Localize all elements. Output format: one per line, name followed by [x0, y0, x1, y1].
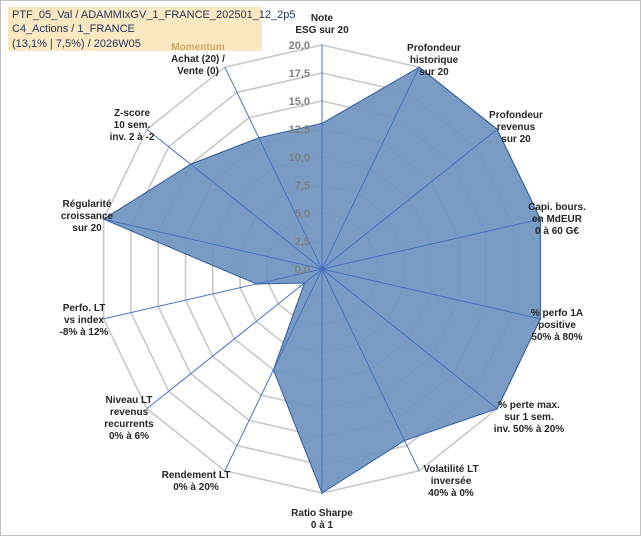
category-label-line: 0% à 20%: [173, 482, 219, 493]
category-label: Régularité croissance sur 20: [61, 199, 114, 234]
category-label-line: ESG sur 20: [295, 25, 349, 36]
category-label-line: 0 à 1: [311, 520, 334, 531]
axis-spoke: [321, 268, 420, 472]
category-label: Profondeur historique sur 20: [407, 43, 461, 78]
tick-label: 15,0: [289, 96, 310, 108]
category-label-line: revenus: [110, 407, 149, 418]
category-label: Capi. bours. en MdEUR 0 à 60 G€: [528, 202, 586, 237]
tick-label: 20,0: [289, 40, 310, 52]
category-label-line: Ratio Sharpe: [291, 508, 353, 519]
chart-header: [8, 7, 262, 51]
category-label-line: en MdEUR: [532, 214, 583, 225]
radar-tick-labels: 0,0 2,5 5,0 7,5 10,0 12,5 15,0 17,5 20,0: [289, 40, 310, 276]
category-label-line: Vente (0): [177, 66, 219, 77]
category-label-line: croissance: [61, 211, 114, 222]
tick-label: 7,5: [295, 180, 310, 192]
category-label: Ratio Sharpe 0 à 1: [291, 508, 353, 531]
category-label-line: inv. 50% à 20%: [494, 424, 565, 435]
axis-spoke: [321, 268, 498, 410]
tick-label: 10,0: [289, 152, 310, 164]
category-label-line: inv. 2 à -2: [110, 132, 155, 143]
axis-spoke: [146, 268, 323, 410]
axis-spoke: [321, 128, 498, 270]
tick-label: 2,5: [295, 236, 310, 248]
category-label: Momentum Achat (20) / Vente (0): [171, 42, 225, 77]
category-label: Profondeur revenus sur 20: [489, 110, 543, 145]
category-label-line: inversée: [431, 476, 472, 487]
category-label: % perfo 1A positive 50% à 80%: [531, 308, 583, 343]
category-label-line: 10 sem.: [114, 120, 151, 131]
category-label-line: 0 à 60 G€: [535, 226, 579, 237]
category-label-line: Perfo. LT: [63, 303, 106, 314]
category-label-line: 40% à 0%: [428, 488, 474, 499]
tick-label: 17,5: [289, 68, 310, 80]
category-label-line: % perfo 1A: [531, 308, 583, 319]
portfolio-stats: (13,1% | 7,5%) / 2026W05: [12, 38, 141, 50]
axis-spoke: [321, 66, 420, 270]
category-label: Note ESG sur 20: [295, 13, 349, 36]
axis-spoke: [224, 268, 323, 472]
category-label: Perfo. LT vs index -8% à 12%: [60, 303, 109, 338]
category-label: Niveau LT revenus recurrents 0% à 6%: [104, 395, 154, 442]
category-label-line: Profondeur: [407, 43, 461, 54]
category-label-line: vs index: [64, 315, 104, 326]
category-label-line: Capi. bours.: [528, 202, 586, 213]
category-label-line: Z-score: [114, 108, 151, 119]
radar-spokes: [103, 45, 541, 493]
category-label-line: recurrents: [104, 419, 154, 430]
tick-label: 12,5: [289, 124, 310, 136]
category-label-line: sur 20: [501, 134, 531, 145]
category-label-line: historique: [410, 55, 459, 66]
category-label-line: positive: [538, 320, 576, 331]
category-label-line: 0% à 6%: [109, 431, 149, 442]
category-label-line: Momentum: [171, 42, 224, 53]
category-label-line: Régularité: [63, 199, 112, 210]
category-label: Z-score 10 sem. inv. 2 à -2: [110, 108, 155, 143]
category-label-line: sur 20: [419, 67, 449, 78]
axis-spoke: [103, 268, 323, 320]
portfolio-title: PTF_05_Val / ADAMMIxGV_1_FRANCE_202501_1…: [12, 9, 296, 21]
category-label-line: sur 20: [72, 223, 102, 234]
category-label-line: Profondeur: [489, 110, 543, 121]
axis-spoke: [224, 66, 323, 270]
category-label: Rendement LT 0% à 20%: [162, 470, 231, 493]
category-label-line: Note: [311, 13, 334, 24]
category-label-line: Achat (20) /: [171, 54, 225, 65]
category-label-line: 50% à 80%: [531, 332, 582, 343]
category-label-line: Niveau LT: [105, 395, 152, 406]
portfolio-subtitle: C4_Actions / 1_FRANCE: [12, 23, 135, 35]
category-label-line: sur 1 sem.: [504, 412, 554, 423]
category-label-line: Volatilité LT: [423, 464, 478, 475]
axis-spoke: [103, 218, 323, 270]
tick-label: 0,0: [295, 264, 310, 276]
category-label: % perte max. sur 1 sem. inv. 50% à 20%: [494, 400, 565, 435]
axis-spoke: [321, 268, 541, 320]
category-label-line: Rendement LT: [162, 470, 231, 481]
axis-spoke: [146, 128, 323, 270]
category-label: Volatilité LT inversée 40% à 0%: [423, 464, 478, 499]
tick-label: 5,0: [295, 208, 310, 220]
category-label-line: % perte max.: [498, 400, 560, 411]
category-label-line: revenus: [497, 122, 536, 133]
category-label-line: -8% à 12%: [60, 327, 109, 338]
axis-spoke: [321, 218, 541, 270]
